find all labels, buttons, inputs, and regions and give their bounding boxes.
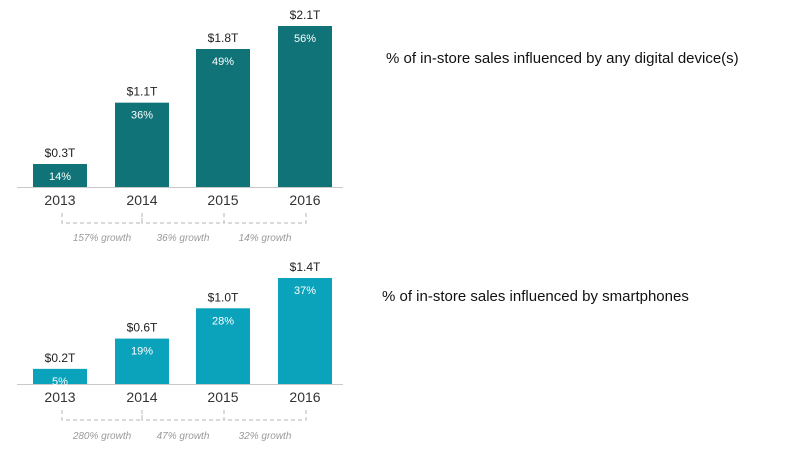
x-tick-label-2015: 2015 bbox=[207, 389, 238, 405]
value-label-2014: $1.1T bbox=[127, 85, 158, 99]
bar-2015 bbox=[196, 308, 250, 384]
bar-2016 bbox=[278, 278, 332, 384]
chart-title-digital-devices: % of in-store sales influenced by any di… bbox=[386, 50, 739, 67]
growth-bracket-2 bbox=[141, 410, 225, 421]
value-label-2015: $1.8T bbox=[208, 31, 239, 45]
percent-label-2016: 37% bbox=[294, 285, 316, 297]
x-tick-label-2016: 2016 bbox=[289, 192, 320, 208]
bar-2014 bbox=[115, 338, 169, 384]
growth-bracket-3 bbox=[223, 410, 307, 421]
x-tick-label-2015: 2015 bbox=[207, 192, 238, 208]
bar-2015 bbox=[196, 49, 250, 187]
bar-2013 bbox=[33, 164, 87, 187]
percent-label-2014: 36% bbox=[131, 110, 153, 122]
growth-bracket-1 bbox=[61, 213, 143, 224]
bar-2014 bbox=[115, 102, 169, 187]
x-tick-label-2016: 2016 bbox=[289, 389, 320, 405]
growth-bracket-3 bbox=[223, 213, 307, 224]
percent-label-2016: 56% bbox=[294, 33, 316, 45]
x-tick-label-2013: 2013 bbox=[44, 192, 75, 208]
value-label-2014: $0.6T bbox=[127, 321, 158, 335]
x-tick-label-2014: 2014 bbox=[126, 389, 157, 405]
percent-label-2013: 5% bbox=[52, 376, 68, 388]
chart-title-smartphones: % of in-store sales influenced by smartp… bbox=[382, 288, 689, 305]
growth-label-2: 36% growth bbox=[157, 233, 210, 244]
value-label-2013: $0.3T bbox=[45, 146, 76, 160]
growth-label-3: 14% growth bbox=[239, 233, 292, 244]
value-label-2015: $1.0T bbox=[208, 290, 239, 304]
growth-bracket-2 bbox=[141, 213, 225, 224]
growth-label-3: 32% growth bbox=[239, 431, 292, 442]
x-tick-label-2014: 2014 bbox=[126, 192, 157, 208]
growth-label-2: 47% growth bbox=[157, 431, 210, 442]
bar-2016 bbox=[278, 26, 332, 187]
percent-label-2013: 14% bbox=[49, 171, 71, 183]
percent-label-2015: 28% bbox=[212, 315, 234, 327]
growth-bracket-1 bbox=[61, 410, 143, 421]
x-tick-label-2013: 2013 bbox=[44, 389, 75, 405]
percent-label-2014: 19% bbox=[131, 346, 153, 358]
value-label-2013: $0.2T bbox=[45, 351, 76, 365]
growth-label-1: 157% growth bbox=[73, 233, 132, 244]
percent-label-2015: 49% bbox=[212, 56, 234, 68]
digital-device-bar-chart: $0.3T 14% 2013 $1.1T 36% 2014 $1.8T 49% 2015 $2.1… bbox=[17, 8, 343, 244]
growth-label-1: 280% growth bbox=[72, 431, 132, 442]
value-label-2016: $2.1T bbox=[290, 8, 321, 22]
value-label-2016: $1.4T bbox=[290, 260, 321, 274]
smartphone-bar-chart: $0.2T 5%2013 $0.6T 19% 2014 $1.0T 28% 2015 $1.4T… bbox=[17, 260, 343, 442]
bar-2013 bbox=[33, 368, 87, 384]
